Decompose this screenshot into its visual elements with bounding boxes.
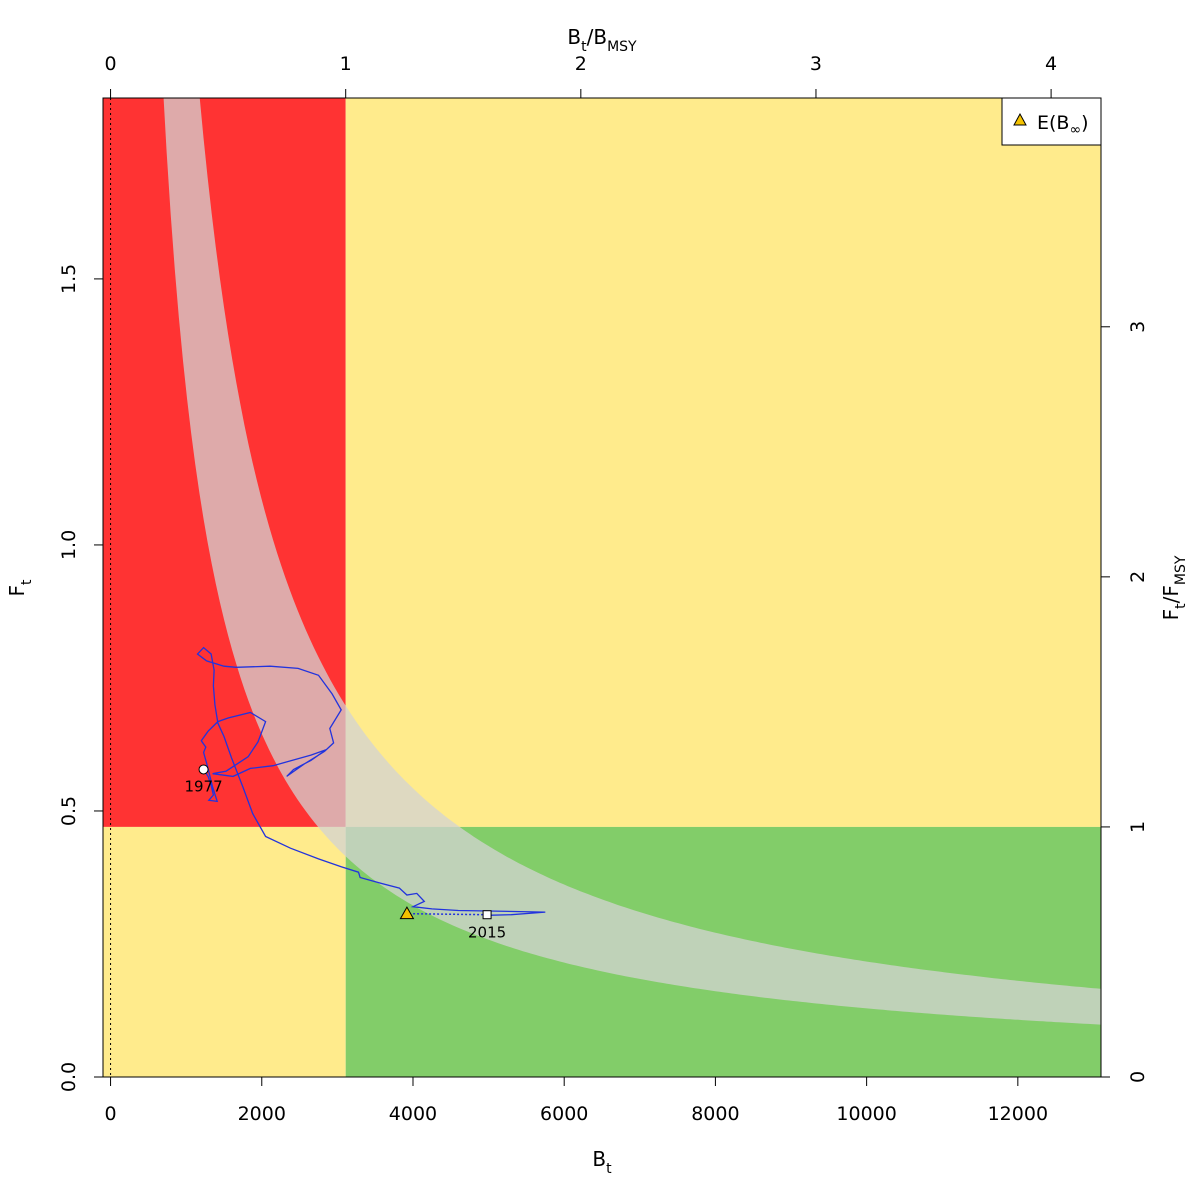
plot-frame — [102, 97, 1102, 1078]
legend-label: E(B∞) — [1037, 112, 1089, 138]
top-tick-label: 4 — [1045, 53, 1057, 75]
x-tick-label: 0 — [105, 1103, 117, 1125]
zone-overfishing — [345, 98, 1101, 827]
point-markers: 1977 2015 — [184, 764, 506, 942]
x-tick-label: 6000 — [540, 1103, 588, 1125]
top-tick-label: 0 — [105, 53, 117, 75]
x-tick-label: 10000 — [836, 1103, 896, 1125]
msy-band — [163, 98, 1101, 1025]
right-tick-label: 3 — [1127, 321, 1149, 333]
trajectory-layer — [196, 646, 546, 916]
stock-status-zones — [103, 98, 1101, 1077]
y-tick-label: 1.5 — [58, 264, 80, 294]
equilibrium-marker — [399, 906, 415, 920]
x-tick-label: 2000 — [238, 1103, 286, 1125]
axes: 0 2000 4000 6000 8000 10000 12000 0.0 0.5 1.0 1.5 0… — [58, 53, 1149, 1125]
zone-overfished — [103, 826, 346, 1077]
right-tick-label: 1 — [1127, 821, 1149, 833]
end-year-label: 2015 — [468, 924, 506, 942]
right-tick-label: 0 — [1127, 1071, 1149, 1083]
msy-yield-band — [163, 98, 1101, 1025]
biomass-fishing-trajectory — [196, 646, 546, 916]
x-axis-title: Bt — [592, 1147, 612, 1177]
top-axis-title: Bt/BMSY — [567, 25, 637, 55]
y-tick-label: 0.0 — [58, 1062, 80, 1092]
projection-line — [406, 912, 488, 916]
start-point-marker — [198, 764, 209, 775]
legend: E(B∞) — [1001, 97, 1102, 146]
x-tick-label: 4000 — [389, 1103, 437, 1125]
legend-triangle-marker — [1013, 112, 1027, 126]
top-tick-label: 2 — [575, 53, 587, 75]
right-axis-title: Ft/FMSY — [1159, 555, 1189, 620]
y-axis-title: Ft — [5, 579, 35, 597]
top-tick-label: 1 — [340, 53, 352, 75]
right-tick-label: 2 — [1127, 571, 1149, 583]
start-year-label: 1977 — [184, 777, 222, 795]
y-tick-label: 1.0 — [58, 530, 80, 560]
end-point-marker — [482, 910, 492, 920]
top-tick-label: 3 — [810, 53, 822, 75]
x-tick-label: 8000 — [691, 1103, 739, 1125]
x-tick-label: 12000 — [988, 1103, 1048, 1125]
y-tick-label: 0.5 — [58, 796, 80, 826]
